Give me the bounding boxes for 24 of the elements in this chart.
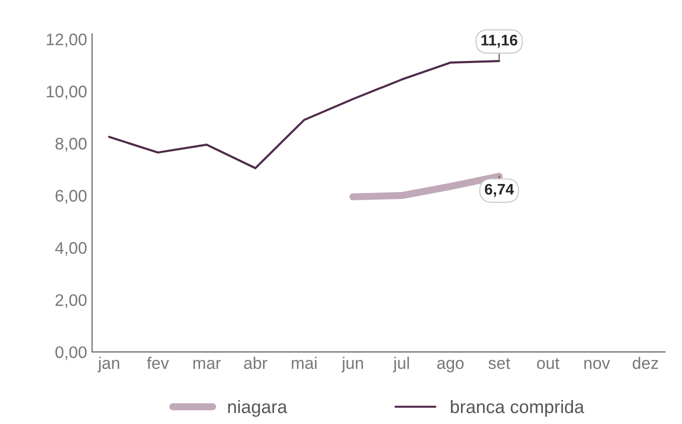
y-tick-label: 8,00 bbox=[56, 138, 87, 152]
legend-label: branca comprida bbox=[450, 400, 584, 417]
x-tick-label: jul bbox=[392, 356, 409, 372]
y-tick-label: 12,00 bbox=[46, 34, 87, 48]
x-tick-label: mai bbox=[292, 356, 316, 370]
y-tick-label: 2,00 bbox=[56, 294, 87, 308]
data-label: 11,16 bbox=[481, 34, 518, 48]
y-tick-label: 0,00 bbox=[55, 346, 87, 360]
y-tick-label: 6,00 bbox=[56, 190, 87, 204]
x-tick-label: fev bbox=[147, 356, 169, 370]
y-tick-label: 4,00 bbox=[55, 242, 87, 256]
x-tick-label: ago bbox=[437, 360, 464, 372]
data-label: 6,74 bbox=[484, 184, 514, 197]
x-tick-label: out bbox=[537, 358, 560, 370]
x-tick-label: dez bbox=[632, 356, 658, 370]
line-series bbox=[108, 60, 500, 170]
x-tick-label: mar bbox=[193, 360, 221, 370]
x-tick-label: jan bbox=[98, 356, 120, 372]
x-tick-label: jun bbox=[341, 356, 363, 372]
x-tick-label: nov bbox=[584, 360, 610, 370]
legend-label: niagara bbox=[228, 400, 288, 417]
x-tick-label: set bbox=[488, 358, 510, 370]
x-tick-label: abr bbox=[244, 356, 268, 370]
y-tick-label: 10,00 bbox=[46, 86, 87, 100]
